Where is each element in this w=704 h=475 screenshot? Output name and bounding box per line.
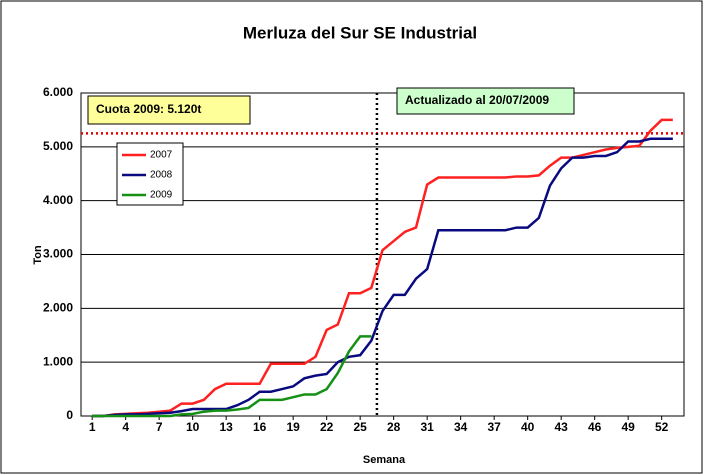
x-tick-label: 52 <box>655 420 669 434</box>
x-tick-label: 28 <box>387 420 401 434</box>
x-tick-label: 31 <box>420 420 434 434</box>
y-tick-label: 1.000 <box>43 354 73 368</box>
chart-title: Merluza del Sur SE Industrial <box>243 23 477 42</box>
legend-label: 2008 <box>150 170 173 181</box>
x-tick-label: 13 <box>219 420 233 434</box>
x-tick-label: 7 <box>156 420 163 434</box>
x-tick-label: 16 <box>253 420 267 434</box>
legend-label: 2007 <box>150 150 173 161</box>
annotation-box <box>87 95 251 125</box>
series-line <box>92 335 372 418</box>
x-tick-label: 49 <box>621 420 635 434</box>
y-tick-label: 6.000 <box>43 85 73 99</box>
legend-label: 2009 <box>150 190 173 201</box>
x-tick-label: 22 <box>320 420 334 434</box>
series-line <box>92 137 673 418</box>
x-tick-label: 25 <box>353 420 367 434</box>
x-tick-label: 43 <box>554 420 568 434</box>
y-tick-label: 4.000 <box>43 193 73 207</box>
x-tick-label: 37 <box>487 420 501 434</box>
y-tick-label: 5.000 <box>43 139 73 153</box>
x-tick-label: 1 <box>89 420 96 434</box>
y-tick-label: 3.000 <box>43 247 73 261</box>
y-tick-label: 0 <box>66 408 73 422</box>
x-tick-label: 34 <box>454 420 468 434</box>
annotation-box <box>396 87 575 115</box>
x-tick-label: 46 <box>588 420 602 434</box>
y-axis-label: Ton <box>32 245 44 265</box>
annotation: Actualizado al 20/07/2009 <box>405 93 549 107</box>
x-tick-label: 4 <box>122 420 129 434</box>
annotation: Cuota 2009: 5.120t <box>96 102 201 116</box>
x-tick-label: 40 <box>521 420 535 434</box>
x-axis-label: Semana <box>363 454 406 466</box>
y-tick-label: 2.000 <box>43 301 73 315</box>
x-tick-label: 19 <box>286 420 300 434</box>
x-tick-label: 10 <box>186 420 200 434</box>
